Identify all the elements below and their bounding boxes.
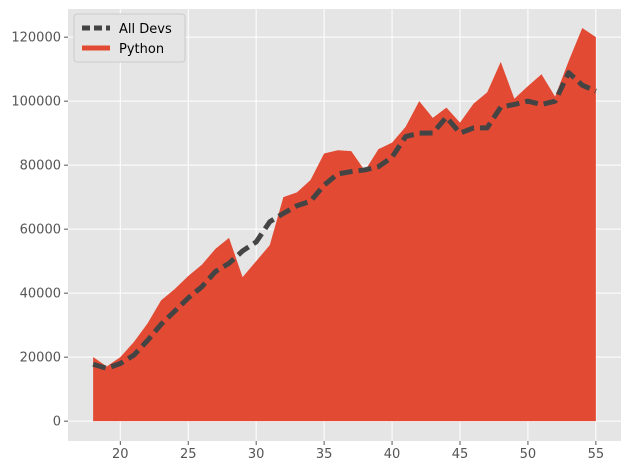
x-tick-label: 25 xyxy=(180,447,197,462)
x-tick-label: 45 xyxy=(452,447,469,462)
x-axis: 20 25 30 35 40 45 50 55 xyxy=(112,441,604,462)
y-tick-label: 120000 xyxy=(11,31,61,46)
all-devs-line xyxy=(92,70,597,371)
series-layer xyxy=(92,27,597,422)
legend: All Devs Python xyxy=(73,13,186,63)
y-tick-label: 0 xyxy=(53,415,61,430)
y-axis: 0 20000 40000 60000 80000 100000 120000 xyxy=(11,31,68,430)
x-tick-label: 30 xyxy=(248,447,265,462)
y-tick-label: 20000 xyxy=(20,351,61,366)
x-tick-label: 50 xyxy=(520,447,537,462)
x-tick-label: 55 xyxy=(588,447,605,462)
y-tick-label: 40000 xyxy=(20,287,61,302)
legend-python-label: Python xyxy=(119,42,164,57)
legend-all-devs-label: All Devs xyxy=(119,22,172,37)
y-tick-label: 80000 xyxy=(20,159,61,174)
x-tick-label: 35 xyxy=(316,447,333,462)
y-tick-label: 100000 xyxy=(11,95,61,110)
y-tick-label: 60000 xyxy=(20,223,61,238)
x-tick-label: 20 xyxy=(112,447,129,462)
python-area xyxy=(93,27,596,422)
x-tick-label: 40 xyxy=(384,447,401,462)
